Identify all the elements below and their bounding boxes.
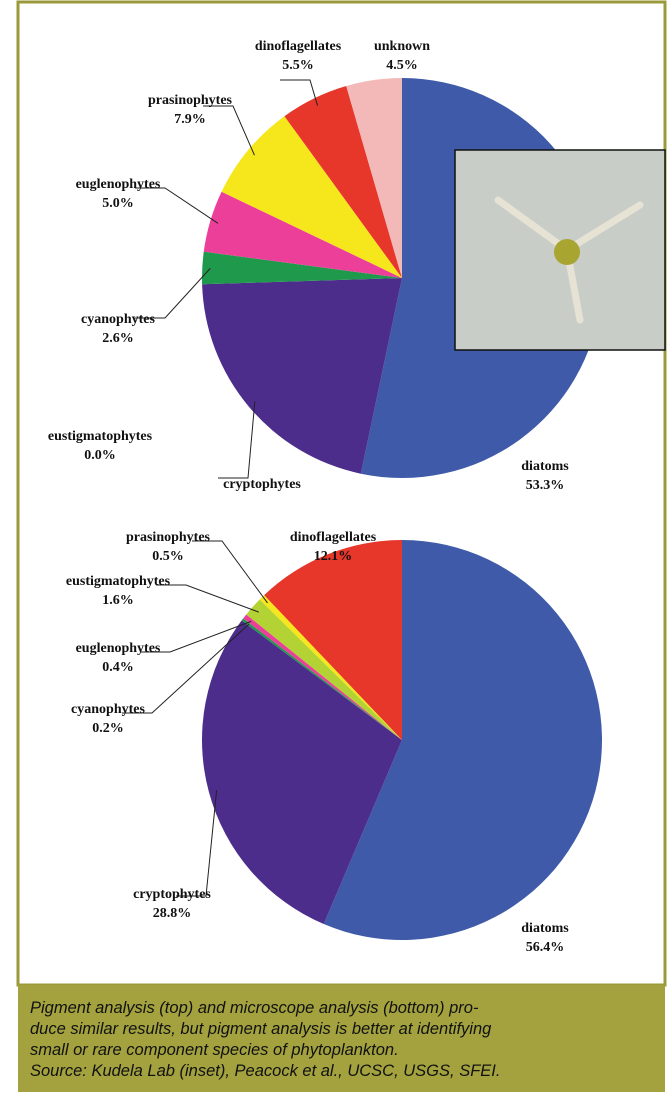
slice-name: eustigmatophytes <box>66 574 171 589</box>
slice-name: euglenophytes <box>76 177 161 192</box>
caption-line: Source: Kudela Lab (inset), Peacock et a… <box>30 1062 500 1080</box>
slice-value-label: 4.5% <box>386 58 418 73</box>
caption-line: duce similar results, but pigment analys… <box>30 1020 492 1038</box>
slice-value-label: 0.4% <box>102 660 134 675</box>
slice-name: cryptophytes <box>223 477 301 492</box>
slice-value-label: 0.5% <box>152 549 184 564</box>
slice-value-label: 1.6% <box>102 593 134 608</box>
slice-name: prasinophytes <box>126 530 211 545</box>
slice-name: cyanophytes <box>71 702 145 717</box>
slice-value-label: 5.5% <box>282 58 314 73</box>
slice-value-label: 56.4% <box>526 940 565 955</box>
slice-name: unknown <box>374 39 430 54</box>
caption-line: small or rare component species of phyto… <box>30 1041 399 1059</box>
slice-name: diatoms <box>521 459 569 474</box>
slice-value-label: 2.6% <box>102 331 134 346</box>
slice-name: cyanophytes <box>81 312 155 327</box>
slice-value-label: 0.2% <box>92 721 124 736</box>
slice-value-label: 53.3% <box>526 478 565 493</box>
diatom-body <box>554 239 580 265</box>
caption-line: Pigment analysis (top) and microscope an… <box>30 999 479 1017</box>
slice-name: diatoms <box>521 921 569 936</box>
slice-name: euglenophytes <box>76 641 161 656</box>
slice-name: dinoflagellates <box>290 530 377 545</box>
slice-value-label: 0.0% <box>84 448 116 463</box>
slice-name: dinoflagellates <box>255 39 342 54</box>
slice-name: eustigmatophytes <box>48 429 153 444</box>
slice-value-label: 12.1% <box>314 549 353 564</box>
slice-name: cryptophytes <box>133 887 211 902</box>
slice-value-label: 28.8% <box>153 906 192 921</box>
inset-photo <box>455 150 665 350</box>
slice-value-label: 7.9% <box>174 112 206 127</box>
slice-name: prasinophytes <box>148 93 233 108</box>
page: diatoms 53.3% cryptophytes eustigmatophytes… <box>0 0 670 1094</box>
slice-value-label: 5.0% <box>102 196 134 211</box>
